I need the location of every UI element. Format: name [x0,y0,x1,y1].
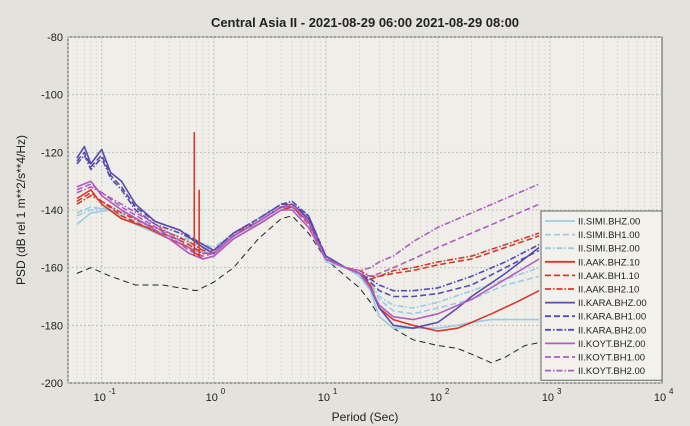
legend-label: II.AAK.BH1.10 [578,271,639,282]
legend-label: II.KARA.BH2.00 [578,325,646,336]
x-tick-label: 10 [206,392,218,404]
data-lines [76,132,540,364]
series-line-ii-koyt-bhz-00 [76,180,540,321]
y-tick-label: -200 [41,378,63,390]
legend-label: II.KOYT.BH1.00 [578,353,645,364]
x-tick-exponent: 2 [445,387,450,396]
y-axis-label: PSD (dB rel 1 m**2/s**4/Hz) [14,135,28,285]
x-tick-exponent: 3 [557,387,562,396]
legend: II.SIMI.BHZ.00 II.SIMI.BH1.00 II.SIMI.BH2.… [540,210,663,381]
y-tick-label: -80 [47,32,63,44]
y-tick-label: -120 [41,147,63,159]
legend-label: II.KARA.BHZ.00 [578,298,647,309]
legend-box [540,210,663,381]
x-tick-label: 10 [542,392,554,404]
x-tick-label: 10 [654,392,666,404]
series-line-ii-koyt-bh2-00 [76,183,540,272]
chart-title: Central Asia II - 2021-08-29 06:00 2021-… [211,15,519,30]
x-tick-exponent: -1 [109,387,117,396]
y-tick-label: -100 [41,90,63,102]
axis-ticks: -80-100-120-140-160-180-20010-1100101102… [41,32,674,404]
legend-label: II.SIMI.BHZ.00 [578,217,640,228]
legend-label: II.SIMI.BH1.00 [578,230,640,241]
x-tick-label: 10 [318,392,330,404]
legend-label: II.AAK.BHZ.10 [578,257,640,268]
y-tick-label: -140 [41,205,63,217]
legend-label: II.KARA.BH1.00 [578,312,646,323]
x-axis-label: Period (Sec) [332,410,399,424]
x-tick-exponent: 0 [221,387,226,396]
series-line-ii-kara-bh2-00 [76,154,540,292]
noise-model-line [76,215,540,364]
legend-label: II.SIMI.BH2.00 [578,244,640,255]
y-tick-label: -160 [41,263,63,275]
series-line-ii-koyt-bh1-00 [76,183,540,278]
legend-label: II.KOYT.BH2.00 [578,366,645,377]
legend-label: II.KOYT.BHZ.00 [578,339,646,350]
x-tick-exponent: 4 [669,387,674,396]
legend-label: II.AAK.BH2.10 [578,285,639,296]
x-tick-exponent: 1 [333,387,338,396]
series-line-ii-kara-bh1-00 [76,151,540,298]
y-tick-label: -180 [41,320,63,332]
x-tick-label: 10 [430,392,442,404]
x-tick-label: 10 [94,392,106,404]
